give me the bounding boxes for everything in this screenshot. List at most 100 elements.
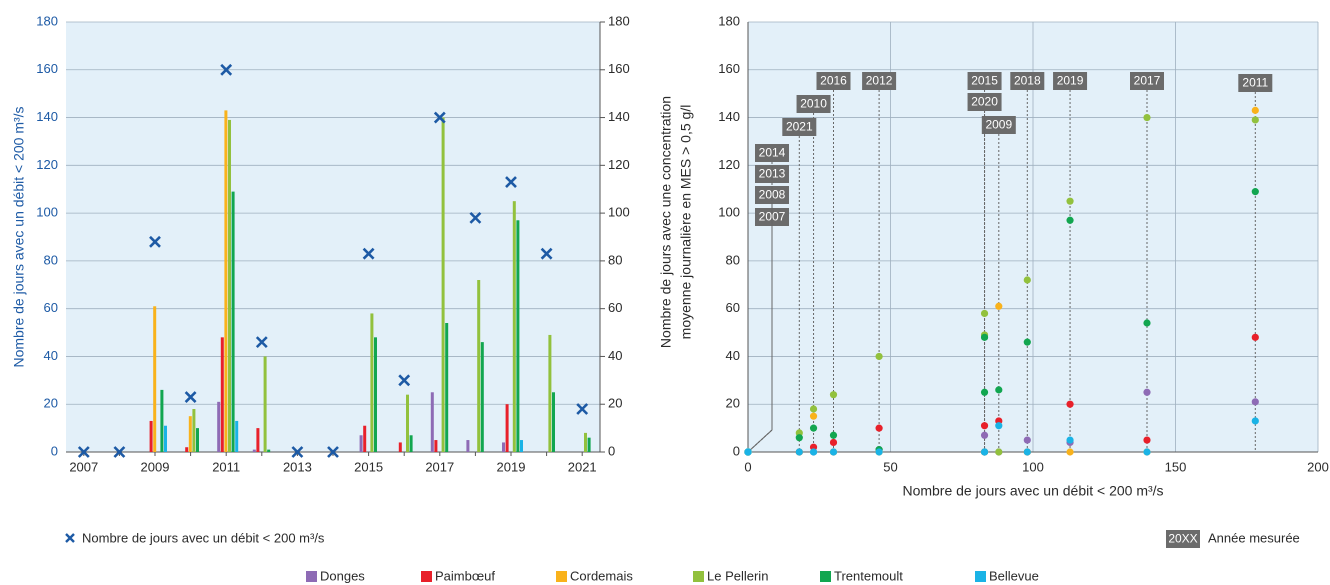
x-tick-label: 2017 [425,459,454,474]
y-tick-label: 80 [726,252,740,267]
y-tick-label: 120 [718,157,740,172]
flow-marker [362,247,375,260]
bar [516,220,520,452]
point [1251,398,1259,406]
x-tick-label: 2007 [69,459,98,474]
flow-marker [77,446,90,458]
legend-swatch [975,571,986,582]
year-box [1130,72,1164,90]
x-tick-label: 0 [744,459,751,474]
bar [370,313,374,452]
x-tick-label: 150 [1165,459,1187,474]
bar [256,428,260,452]
bar [192,409,196,452]
bar [502,442,505,452]
bar [477,280,481,452]
bar [228,119,231,452]
legend-label: Cordemais [570,568,633,583]
point [809,448,818,456]
x-tick-label: 2011 [212,459,240,474]
bar [185,447,189,452]
legend-label: Trentemoult [834,568,903,583]
flow-marker [327,446,339,458]
y-tick-label: 180 [36,13,58,28]
point [980,333,989,341]
y-tick-label: 60 [726,300,740,315]
bar [188,416,192,452]
bar [552,392,555,452]
legend-label: Bellevue [989,568,1039,583]
year-label: 2014 [759,146,786,160]
point [995,386,1003,394]
y-tick-label: 160 [718,61,740,76]
bar [512,201,516,452]
y2-tick-label: 20 [608,396,622,411]
bar [224,110,228,452]
flow-marker [113,446,126,458]
bar [217,401,221,452]
x-tick-label: 2009 [141,459,170,474]
point [1066,436,1074,444]
y-tick-label: 100 [718,205,740,220]
point [980,388,989,396]
point [809,412,818,420]
flow-marker [540,247,553,260]
y2-tick-label: 100 [608,205,630,220]
point [744,448,752,456]
y-tick-label: 0 [51,443,58,458]
bar [267,449,271,452]
leader-line [747,162,773,453]
bar [434,440,438,452]
point [1066,448,1074,456]
legend-marker [65,533,75,543]
year-label: 2017 [1134,74,1161,88]
legend-swatch [556,571,567,582]
y-tick-label: 180 [718,13,740,28]
flow-marker [576,403,589,415]
point [1251,417,1259,425]
x-tick-label: 2021 [568,459,597,474]
y2-tick-label: 140 [608,109,630,124]
year-box [755,144,789,162]
x-tick-label: 50 [883,459,897,474]
year-label: 2018 [1014,74,1041,88]
year-label: 2020 [971,95,998,109]
point [1143,319,1151,327]
flow-marker [469,211,482,224]
y2-tick-label: 40 [608,348,622,363]
x-tick-label: 200 [1307,459,1329,474]
point [995,422,1003,430]
y-tick-label: 40 [44,348,58,363]
point [875,352,883,361]
bar [196,428,199,452]
bar [398,442,402,452]
x-tick-label: 2019 [497,459,526,474]
y-tick-label: 60 [44,300,58,315]
point [795,434,803,442]
legend-year-box [1166,530,1200,548]
point [875,448,883,456]
legend-label: Le Pellerin [707,568,768,583]
year-box [1238,74,1273,92]
year-label: 2012 [866,74,893,88]
point [809,405,818,413]
year-box [981,116,1016,134]
y-axis-label: Nombre de jours avec un débit < 200 m³/s [11,106,27,367]
legend-swatch [693,571,704,582]
bar [584,432,587,452]
point [1251,188,1259,196]
point [1066,216,1074,224]
bar [164,425,167,452]
bar [363,425,367,452]
flow-marker [220,63,233,76]
plot-area [66,22,600,452]
point [980,422,989,430]
y2-tick-label: 0 [608,443,615,458]
x-axis-label: Nombre de jours avec un débit < 200 m³/s [902,483,1163,499]
y-tick-label: 40 [726,348,740,363]
flow-marker [433,111,446,124]
bar [409,435,413,452]
point [1143,388,1151,396]
legend-label: Paimbœuf [435,568,495,583]
point [995,302,1003,310]
